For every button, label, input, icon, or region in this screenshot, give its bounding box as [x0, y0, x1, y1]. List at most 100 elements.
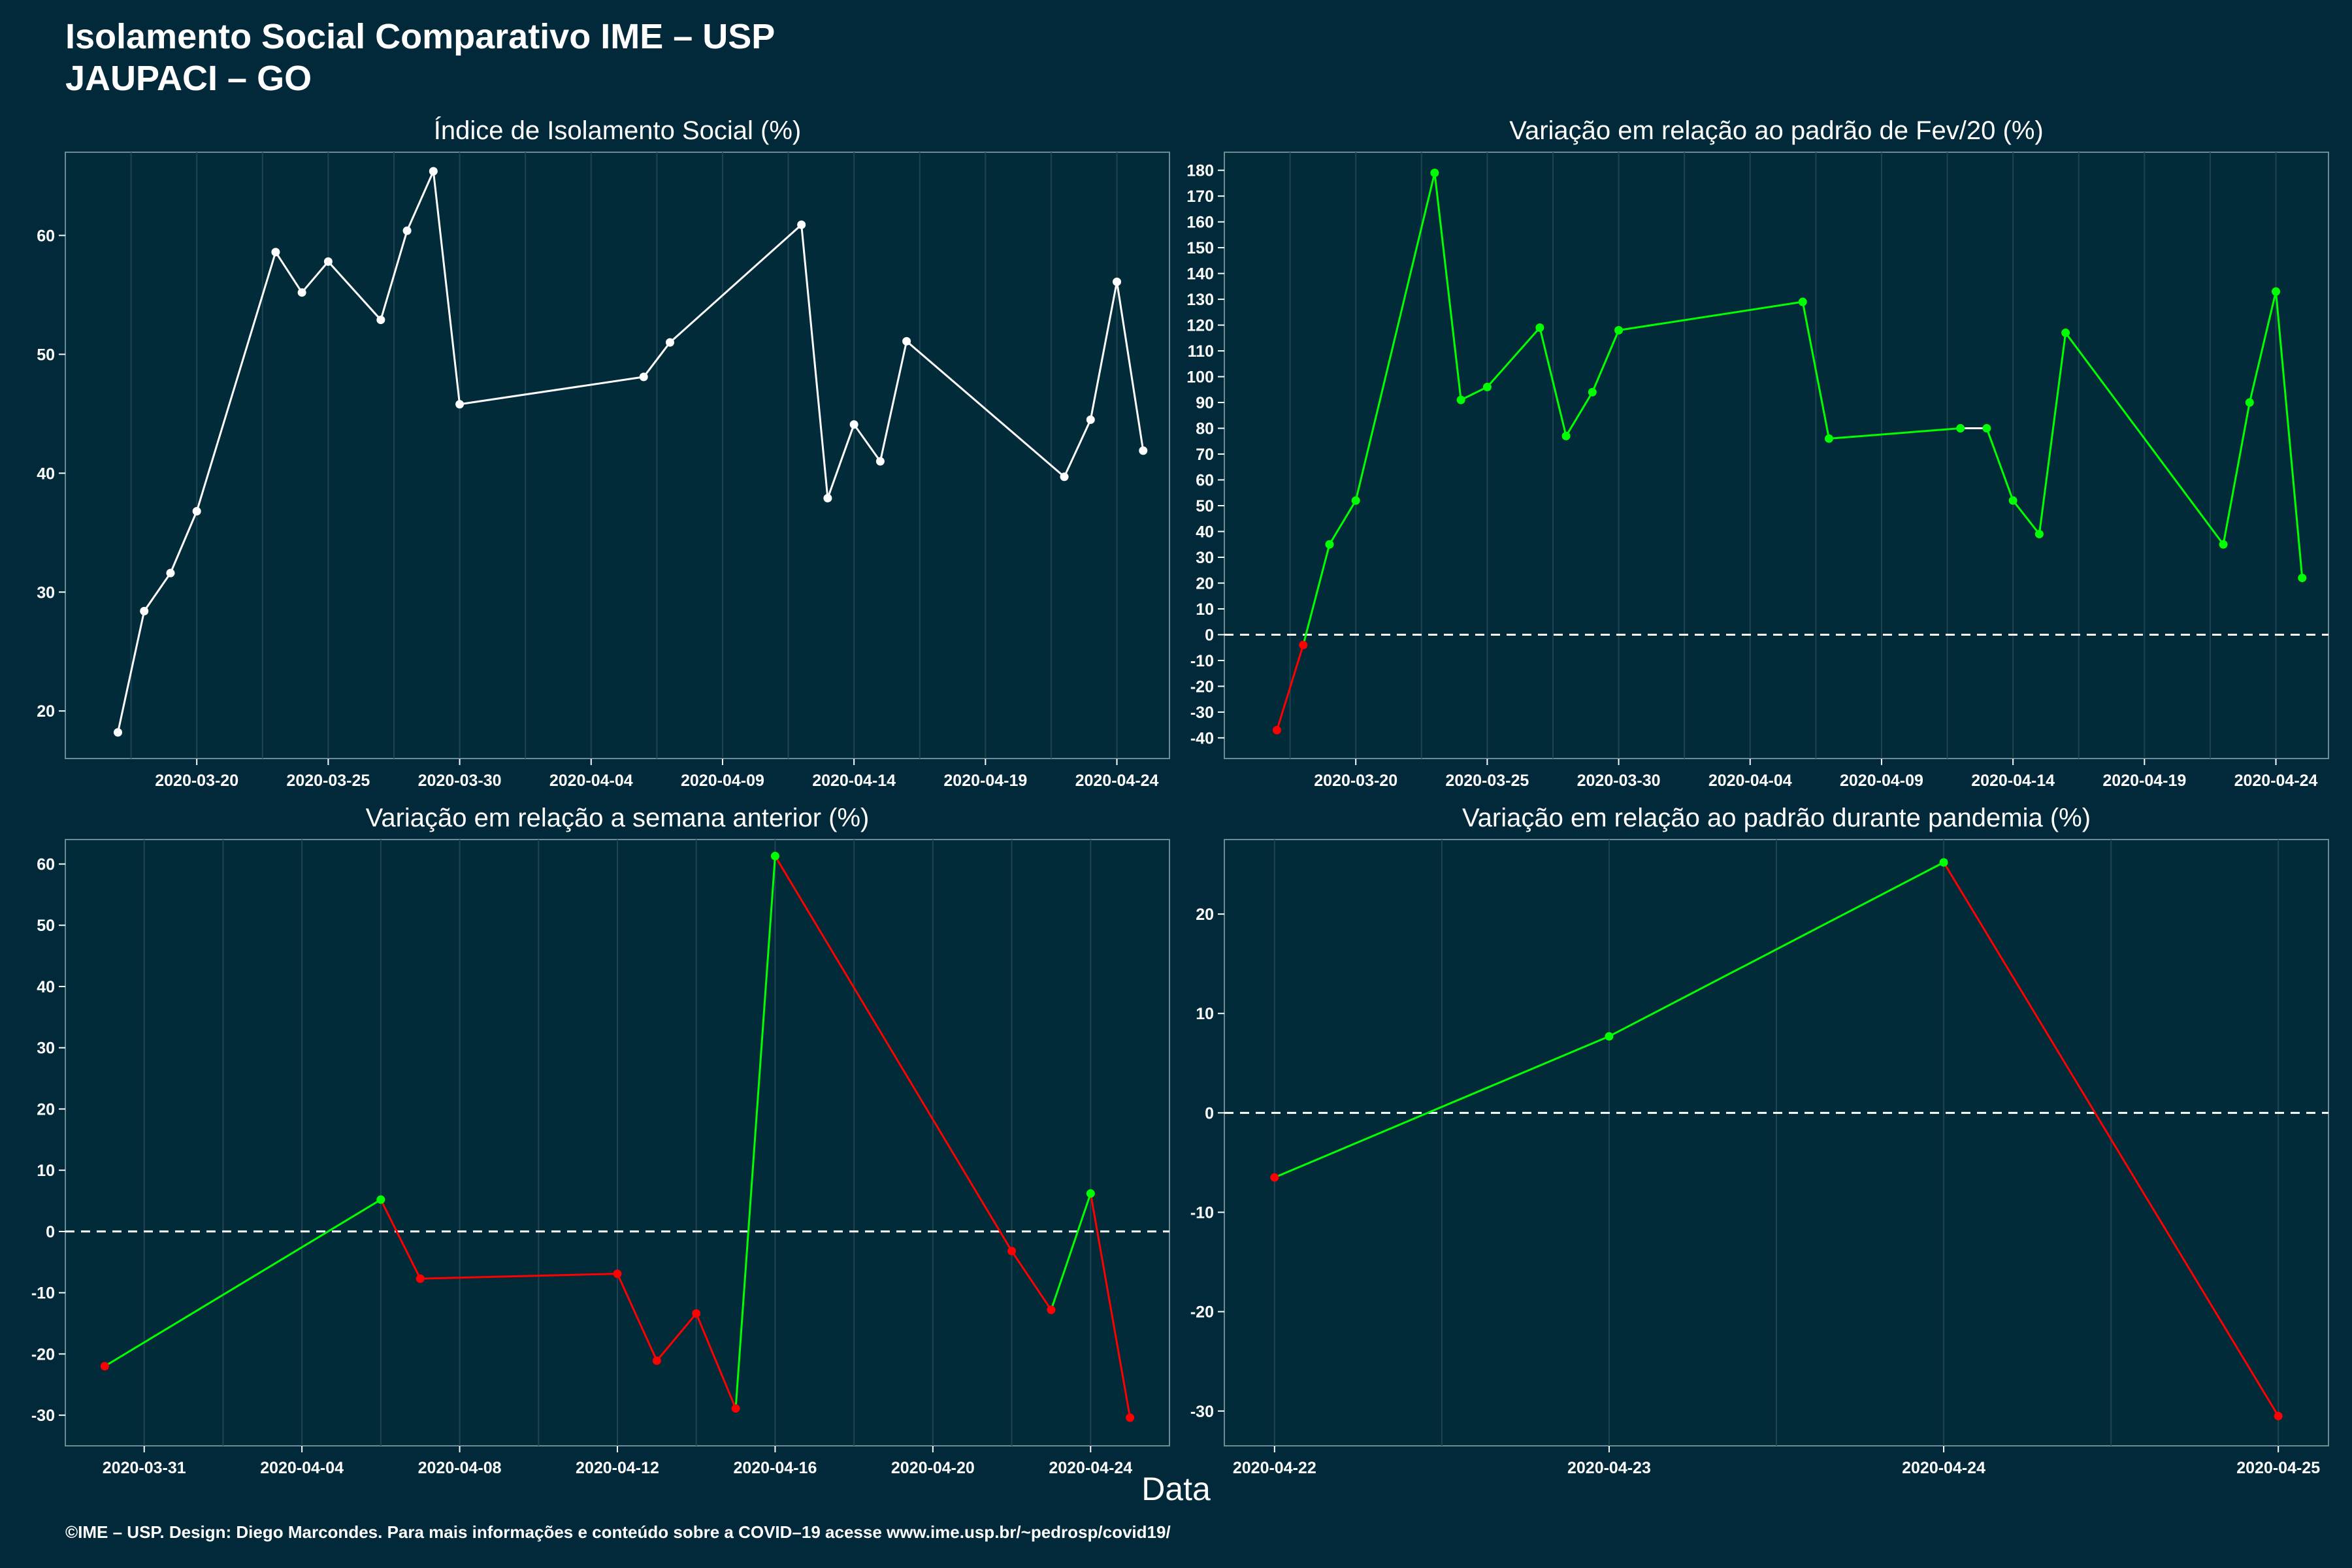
data-point [1614, 325, 1624, 335]
x-tick-label: 2020-03-25 [286, 772, 370, 790]
series-segment [1539, 327, 1567, 436]
data-point [2061, 328, 2070, 337]
x-tick-label: 2020-03-30 [418, 772, 502, 790]
y-tick-label: 160 [1186, 214, 1214, 232]
data-point [1007, 1247, 1017, 1256]
x-tick-label: 2020-04-12 [576, 1459, 659, 1477]
y-tick-label: 100 [1186, 368, 1214, 387]
data-point [1798, 297, 1807, 306]
data-point [613, 1269, 622, 1279]
y-tick-label: -20 [31, 1345, 55, 1364]
x-tick-label: 2020-03-31 [103, 1459, 186, 1477]
series-segment [1011, 1250, 1053, 1311]
x-tick-label: 2020-04-19 [2102, 772, 2186, 790]
series-segment [1063, 419, 1092, 478]
x-tick-label: 2020-04-09 [681, 772, 764, 790]
data-point [2034, 529, 2044, 538]
data-point [2219, 540, 2228, 549]
series-segment [301, 261, 329, 293]
data-point [376, 316, 385, 325]
data-point [2008, 496, 2017, 505]
y-tick-label: 180 [1186, 162, 1214, 180]
data-point [416, 1274, 425, 1283]
y-tick-label: 30 [1196, 549, 1214, 567]
y-tick-label: 40 [37, 978, 55, 996]
series-segment [2275, 291, 2304, 578]
y-tick-label: 70 [1196, 446, 1214, 464]
data-point [1824, 434, 1833, 443]
series-segment [1274, 1035, 1610, 1179]
data-point [1982, 424, 1991, 433]
y-tick-label: -10 [31, 1284, 55, 1303]
y-tick-label: 30 [37, 583, 55, 602]
x-tick-label: 2020-03-30 [1577, 772, 1661, 790]
y-tick-label: 20 [1196, 906, 1214, 924]
x-tick-label: 2020-04-24 [2234, 772, 2318, 790]
data-point [1126, 1413, 1135, 1422]
series-segment [774, 855, 1013, 1252]
data-point [1956, 424, 1965, 433]
data-point [797, 220, 806, 229]
series-segment [906, 340, 1066, 478]
y-tick-label: 130 [1186, 291, 1214, 309]
chart-title-line2: JAUPACI – GO [65, 59, 312, 98]
series-segment [432, 171, 461, 404]
x-tick-label: 2020-04-19 [943, 772, 1027, 790]
y-tick-label: 0 [1205, 626, 1214, 644]
data-point [1482, 382, 1492, 391]
series-segment [327, 261, 382, 321]
data-point [2245, 398, 2254, 407]
series-segment [1829, 427, 1961, 440]
series-segment [1089, 1193, 1132, 1418]
data-point [1535, 323, 1544, 333]
data-point [823, 494, 832, 503]
panel-4: Variação em relação ao padrão durante pa… [1190, 804, 2329, 1477]
y-tick-label: 0 [46, 1223, 55, 1241]
y-tick-label: 30 [37, 1039, 55, 1058]
series-segment [1591, 329, 1620, 393]
series-segment [2065, 332, 2225, 546]
series-segment [853, 423, 881, 462]
series-segment [695, 1313, 737, 1409]
series-segment [656, 1313, 697, 1362]
data-point [1456, 395, 1465, 404]
data-point [1561, 431, 1571, 440]
x-tick-label: 2020-04-04 [1708, 772, 1792, 790]
panel-title: Variação em relação a semana anterior (%… [366, 804, 870, 832]
series-segment [459, 376, 644, 406]
y-tick-label: 110 [1188, 342, 1214, 361]
y-tick-label: 140 [1186, 265, 1214, 284]
panel-1: Índice de Isolamento Social (%) 20 30 40 50 6… [37, 116, 1170, 790]
data-point [100, 1362, 109, 1371]
panel-title: Variação em relação ao padrão durante pa… [1462, 804, 2091, 832]
data-point [1605, 1032, 1614, 1041]
series-segment [380, 230, 408, 320]
x-tick-label: 2020-04-24 [1075, 772, 1159, 790]
data-point [1939, 858, 1948, 867]
series-segment [800, 224, 829, 498]
x-axis-label: Data [1141, 1471, 1211, 1507]
y-tick-label: 50 [37, 346, 55, 364]
y-tick-label: -30 [1190, 1403, 1214, 1421]
series-segment [879, 340, 908, 462]
data-point [140, 606, 149, 615]
series-segment [380, 1199, 421, 1279]
series-segment [1565, 391, 1593, 437]
data-point [692, 1309, 701, 1318]
data-point [1086, 1189, 1095, 1198]
data-point [192, 507, 201, 516]
x-tick-label: 2020-04-14 [812, 772, 896, 790]
series-segment [2038, 333, 2067, 534]
data-point [2274, 1411, 2283, 1420]
data-point [113, 728, 122, 737]
y-tick-label: 120 [1186, 317, 1214, 335]
x-tick-label: 2020-04-16 [733, 1459, 817, 1477]
data-point [1351, 496, 1360, 505]
data-point [639, 372, 648, 382]
data-point [770, 851, 779, 860]
data-point [1588, 387, 1597, 397]
y-tick-label: 20 [37, 1100, 55, 1119]
series-segment [1050, 1193, 1092, 1311]
y-tick-label: 40 [1196, 523, 1214, 541]
x-tick-label: 2020-04-20 [891, 1459, 975, 1477]
